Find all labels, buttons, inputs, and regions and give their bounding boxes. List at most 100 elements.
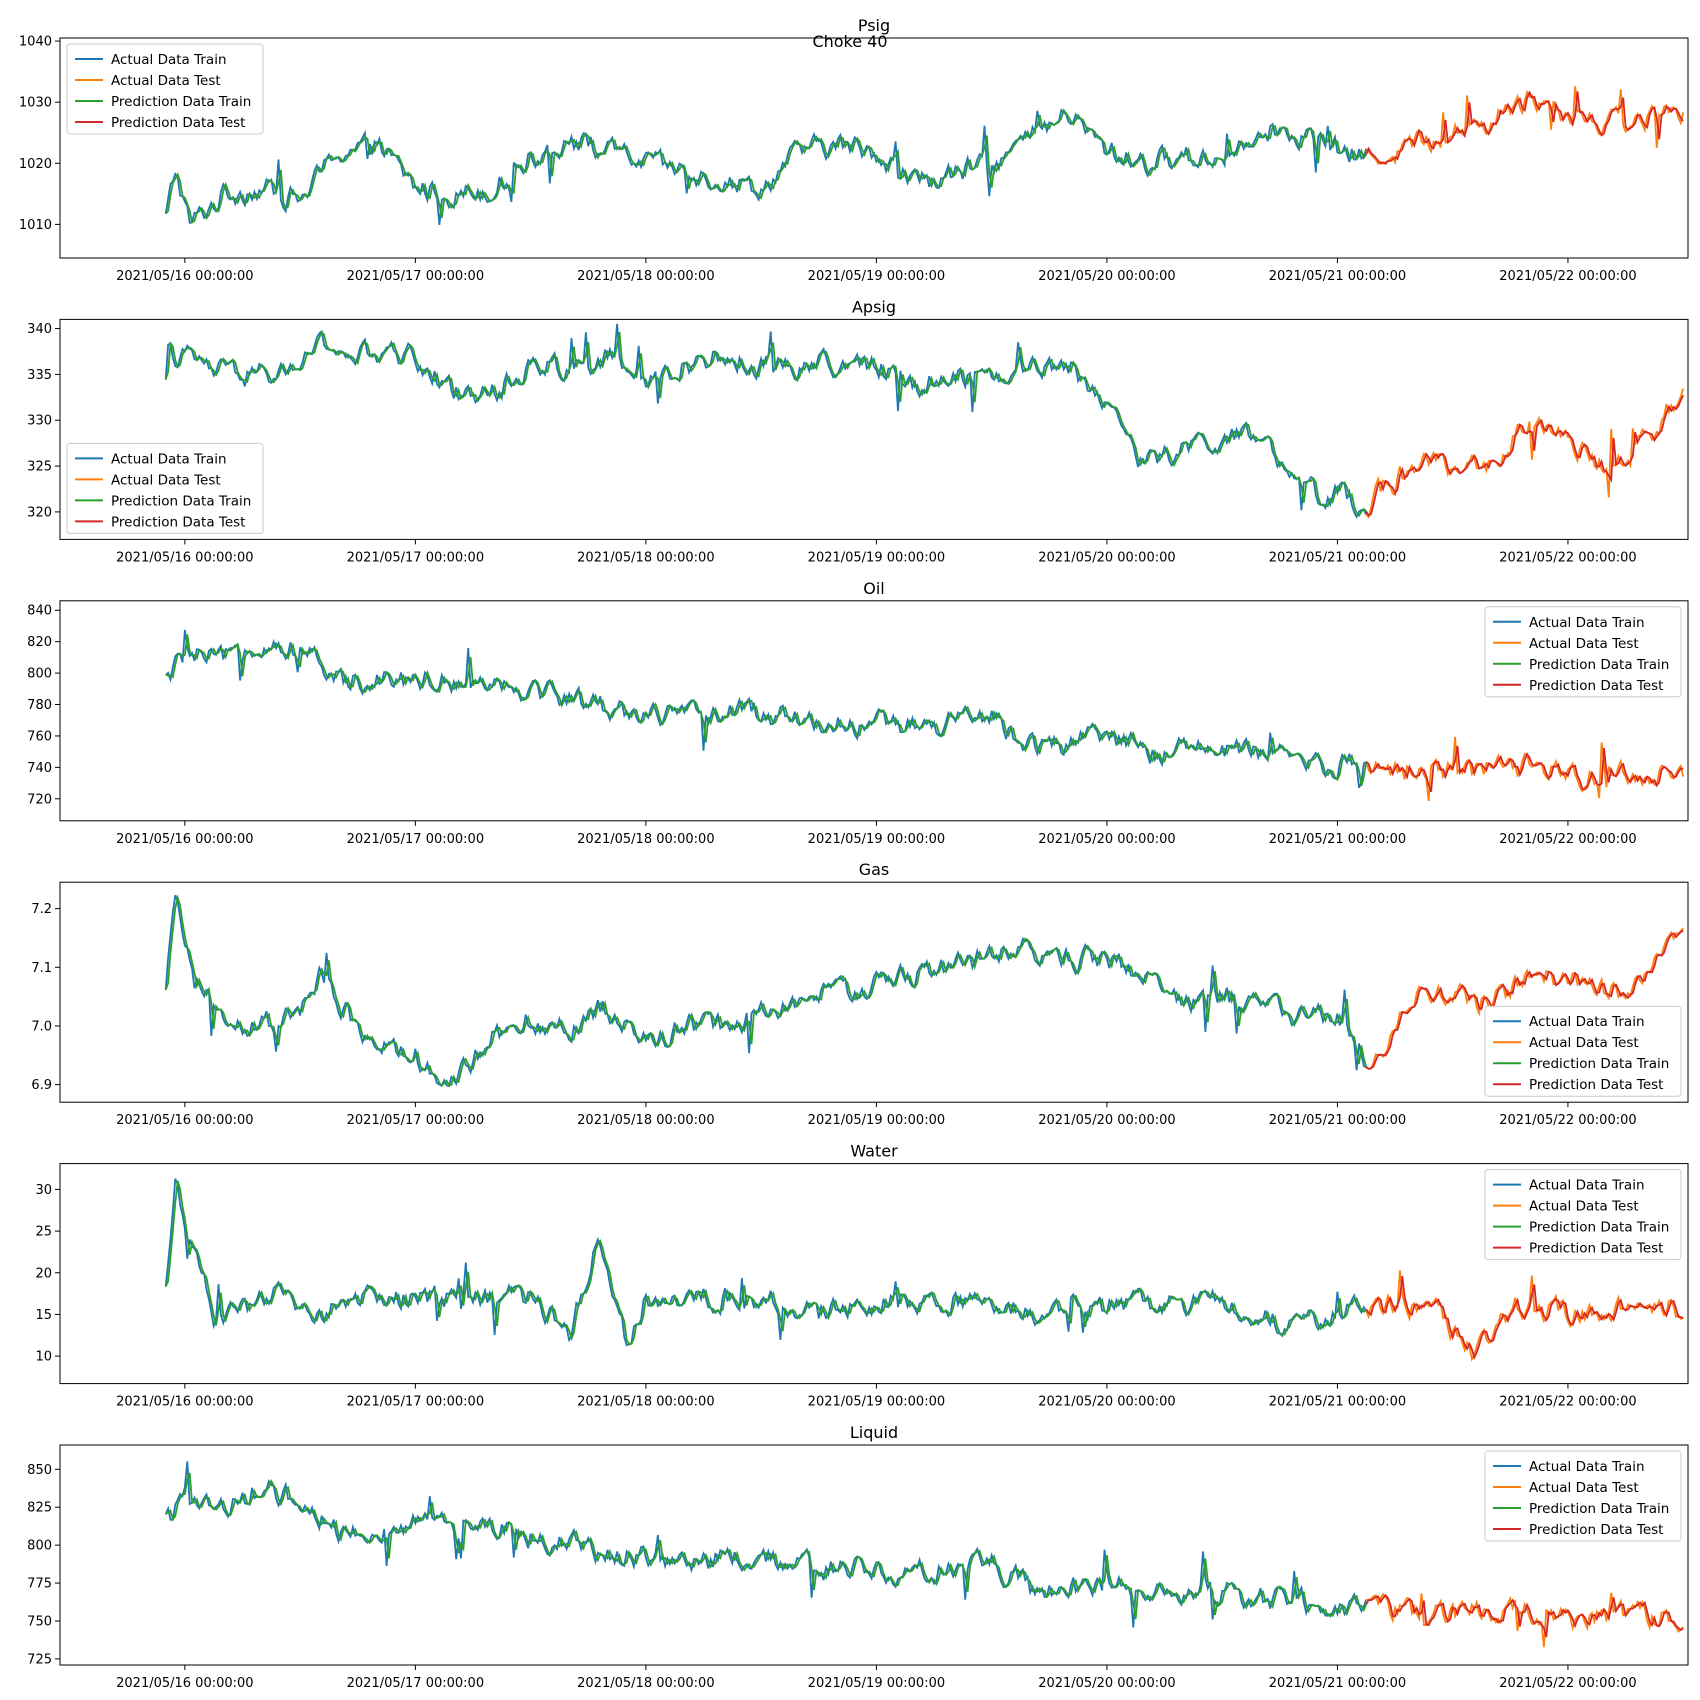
legend-label: Prediction Data Test bbox=[1529, 1077, 1663, 1093]
x-tick-label: 2021/05/20 00:00:00 bbox=[1038, 1395, 1175, 1410]
subplot-gas: Gas 6.9 7.0 7.1 7.2 2021/05/16 00:00:00 2021/0… bbox=[31, 860, 1689, 1128]
prediction-data-train-line bbox=[164, 894, 1368, 1087]
y-tick-label: 330 bbox=[27, 414, 52, 429]
x-tick-label: 2021/05/19 00:00:00 bbox=[808, 1676, 945, 1691]
legend-label: Prediction Data Test bbox=[1529, 1522, 1663, 1538]
subplot-liquid: Liquid 725 750 775 800 825 850 2021/05/16 00:00… bbox=[27, 1423, 1689, 1691]
x-tick-label: 2021/05/21 00:00:00 bbox=[1269, 1395, 1406, 1410]
prediction-data-test-line bbox=[1365, 1593, 1684, 1638]
actual-data-test-line bbox=[1365, 1270, 1684, 1363]
y-tick-label: 725 bbox=[27, 1652, 52, 1667]
prediction-data-test-line bbox=[1365, 90, 1684, 165]
x-tick-label: 2021/05/21 00:00:00 bbox=[1269, 550, 1406, 565]
y-tick-label: 7.1 bbox=[31, 961, 52, 976]
x-tick-label: 2021/05/20 00:00:00 bbox=[1038, 1676, 1175, 1691]
x-tick-label: 2021/05/21 00:00:00 bbox=[1269, 269, 1406, 284]
legend-label: Prediction Data Train bbox=[1529, 657, 1669, 673]
x-tick-label: 2021/05/18 00:00:00 bbox=[577, 832, 714, 847]
x-tick-label: 2021/05/21 00:00:00 bbox=[1269, 1113, 1406, 1128]
x-tick-label: 2021/05/20 00:00:00 bbox=[1038, 269, 1175, 284]
legend-label: Actual Data Test bbox=[1529, 1480, 1639, 1496]
legend: Actual Data Train Actual Data Test Predict… bbox=[1484, 1169, 1682, 1261]
y-tick-label: 750 bbox=[27, 1615, 52, 1630]
legend: Actual Data Train Actual Data Test Predict… bbox=[1484, 1005, 1682, 1097]
y-tick-label: 800 bbox=[27, 1539, 52, 1554]
legend-box bbox=[66, 43, 264, 135]
legend-label: Actual Data Test bbox=[111, 73, 221, 89]
subplot-title: Water bbox=[850, 1142, 898, 1161]
x-tick-label: 2021/05/21 00:00:00 bbox=[1269, 832, 1406, 847]
legend-label: Prediction Data Train bbox=[1529, 1501, 1669, 1517]
x-tick-label: 2021/05/18 00:00:00 bbox=[577, 1113, 714, 1128]
y-tick-label: 15 bbox=[35, 1308, 52, 1323]
series-lines bbox=[164, 1461, 1684, 1648]
legend-label: Actual Data Test bbox=[111, 472, 221, 488]
legend-label: Actual Data Test bbox=[1529, 636, 1639, 652]
y-tick-label: 740 bbox=[27, 761, 52, 776]
prediction-data-test-line bbox=[1365, 394, 1685, 517]
x-tick-label: 2021/05/16 00:00:00 bbox=[116, 832, 253, 847]
y-tick-label: 1030 bbox=[19, 96, 52, 111]
prediction-data-train-line bbox=[165, 108, 1367, 225]
y-tick-label: 850 bbox=[27, 1463, 52, 1478]
legend-box bbox=[66, 442, 264, 534]
y-tick-label: 25 bbox=[35, 1225, 52, 1240]
actual-data-test-line bbox=[1365, 86, 1685, 166]
x-tick-label: 2021/05/17 00:00:00 bbox=[347, 1113, 484, 1128]
legend-label: Prediction Data Train bbox=[111, 94, 251, 110]
actual-data-train-line bbox=[164, 1461, 1368, 1628]
x-tick-label: 2021/05/20 00:00:00 bbox=[1038, 1113, 1175, 1128]
x-tick-label: 2021/05/19 00:00:00 bbox=[808, 1395, 945, 1410]
legend-label: Actual Data Train bbox=[111, 451, 227, 467]
y-tick-label: 760 bbox=[27, 729, 52, 744]
y-tick-label: 30 bbox=[35, 1183, 52, 1198]
actual-data-test-line bbox=[1365, 736, 1685, 801]
axes-frame bbox=[59, 881, 1689, 1103]
actual-data-test-line bbox=[1366, 1592, 1684, 1648]
actual-data-train-line bbox=[164, 894, 1367, 1088]
y-tick-label: 840 bbox=[27, 604, 52, 619]
actual-data-train-line bbox=[165, 629, 1367, 789]
prediction-data-train-line bbox=[164, 330, 1367, 518]
x-tick-label: 2021/05/16 00:00:00 bbox=[116, 550, 253, 565]
x-tick-label: 2021/05/16 00:00:00 bbox=[116, 1395, 253, 1410]
legend-box bbox=[1484, 1005, 1682, 1097]
axes-frame bbox=[59, 1444, 1689, 1666]
x-tick-label: 2021/05/17 00:00:00 bbox=[347, 269, 484, 284]
y-tick-label: 7.2 bbox=[31, 902, 52, 917]
x-tick-label: 2021/05/22 00:00:00 bbox=[1499, 269, 1636, 284]
y-tick-label: 325 bbox=[27, 460, 52, 475]
subplot-title: Gas bbox=[859, 860, 890, 879]
x-tick-label: 2021/05/20 00:00:00 bbox=[1038, 832, 1175, 847]
subplot-psig: Psig 1010 1020 1030 1040 2021/05/16 00:00:00 2… bbox=[19, 16, 1689, 284]
x-tick-label: 2021/05/22 00:00:00 bbox=[1499, 1676, 1636, 1691]
actual-data-train-line bbox=[164, 1178, 1367, 1347]
series-lines bbox=[164, 323, 1685, 519]
y-tick-label: 340 bbox=[27, 322, 52, 337]
x-tick-label: 2021/05/17 00:00:00 bbox=[347, 832, 484, 847]
figure-suptitle: Choke 40 bbox=[812, 32, 887, 51]
axes-frame bbox=[59, 600, 1689, 822]
legend-label: Prediction Data Train bbox=[111, 493, 251, 509]
y-tick-label: 820 bbox=[27, 635, 52, 650]
subplot-title: Apsig bbox=[852, 297, 896, 316]
x-tick-label: 2021/05/17 00:00:00 bbox=[347, 550, 484, 565]
x-tick-label: 2021/05/19 00:00:00 bbox=[808, 832, 945, 847]
prediction-data-train-line bbox=[165, 1472, 1368, 1620]
actual-data-train-line bbox=[164, 108, 1368, 225]
series-lines bbox=[165, 629, 1685, 801]
x-tick-label: 2021/05/18 00:00:00 bbox=[577, 1676, 714, 1691]
legend-label: Prediction Data Test bbox=[111, 115, 245, 131]
y-tick-label: 7.0 bbox=[31, 1019, 52, 1034]
legend-label: Actual Data Train bbox=[1529, 1459, 1645, 1475]
y-tick-label: 1040 bbox=[19, 35, 52, 50]
x-tick-label: 2021/05/21 00:00:00 bbox=[1269, 1676, 1406, 1691]
x-tick-label: 2021/05/22 00:00:00 bbox=[1499, 832, 1636, 847]
legend-box bbox=[1484, 606, 1682, 698]
subplot-title: Oil bbox=[863, 579, 884, 598]
legend-label: Prediction Data Train bbox=[1529, 1220, 1669, 1236]
subplot-title: Liquid bbox=[850, 1423, 898, 1442]
axes-frame bbox=[59, 37, 1689, 259]
